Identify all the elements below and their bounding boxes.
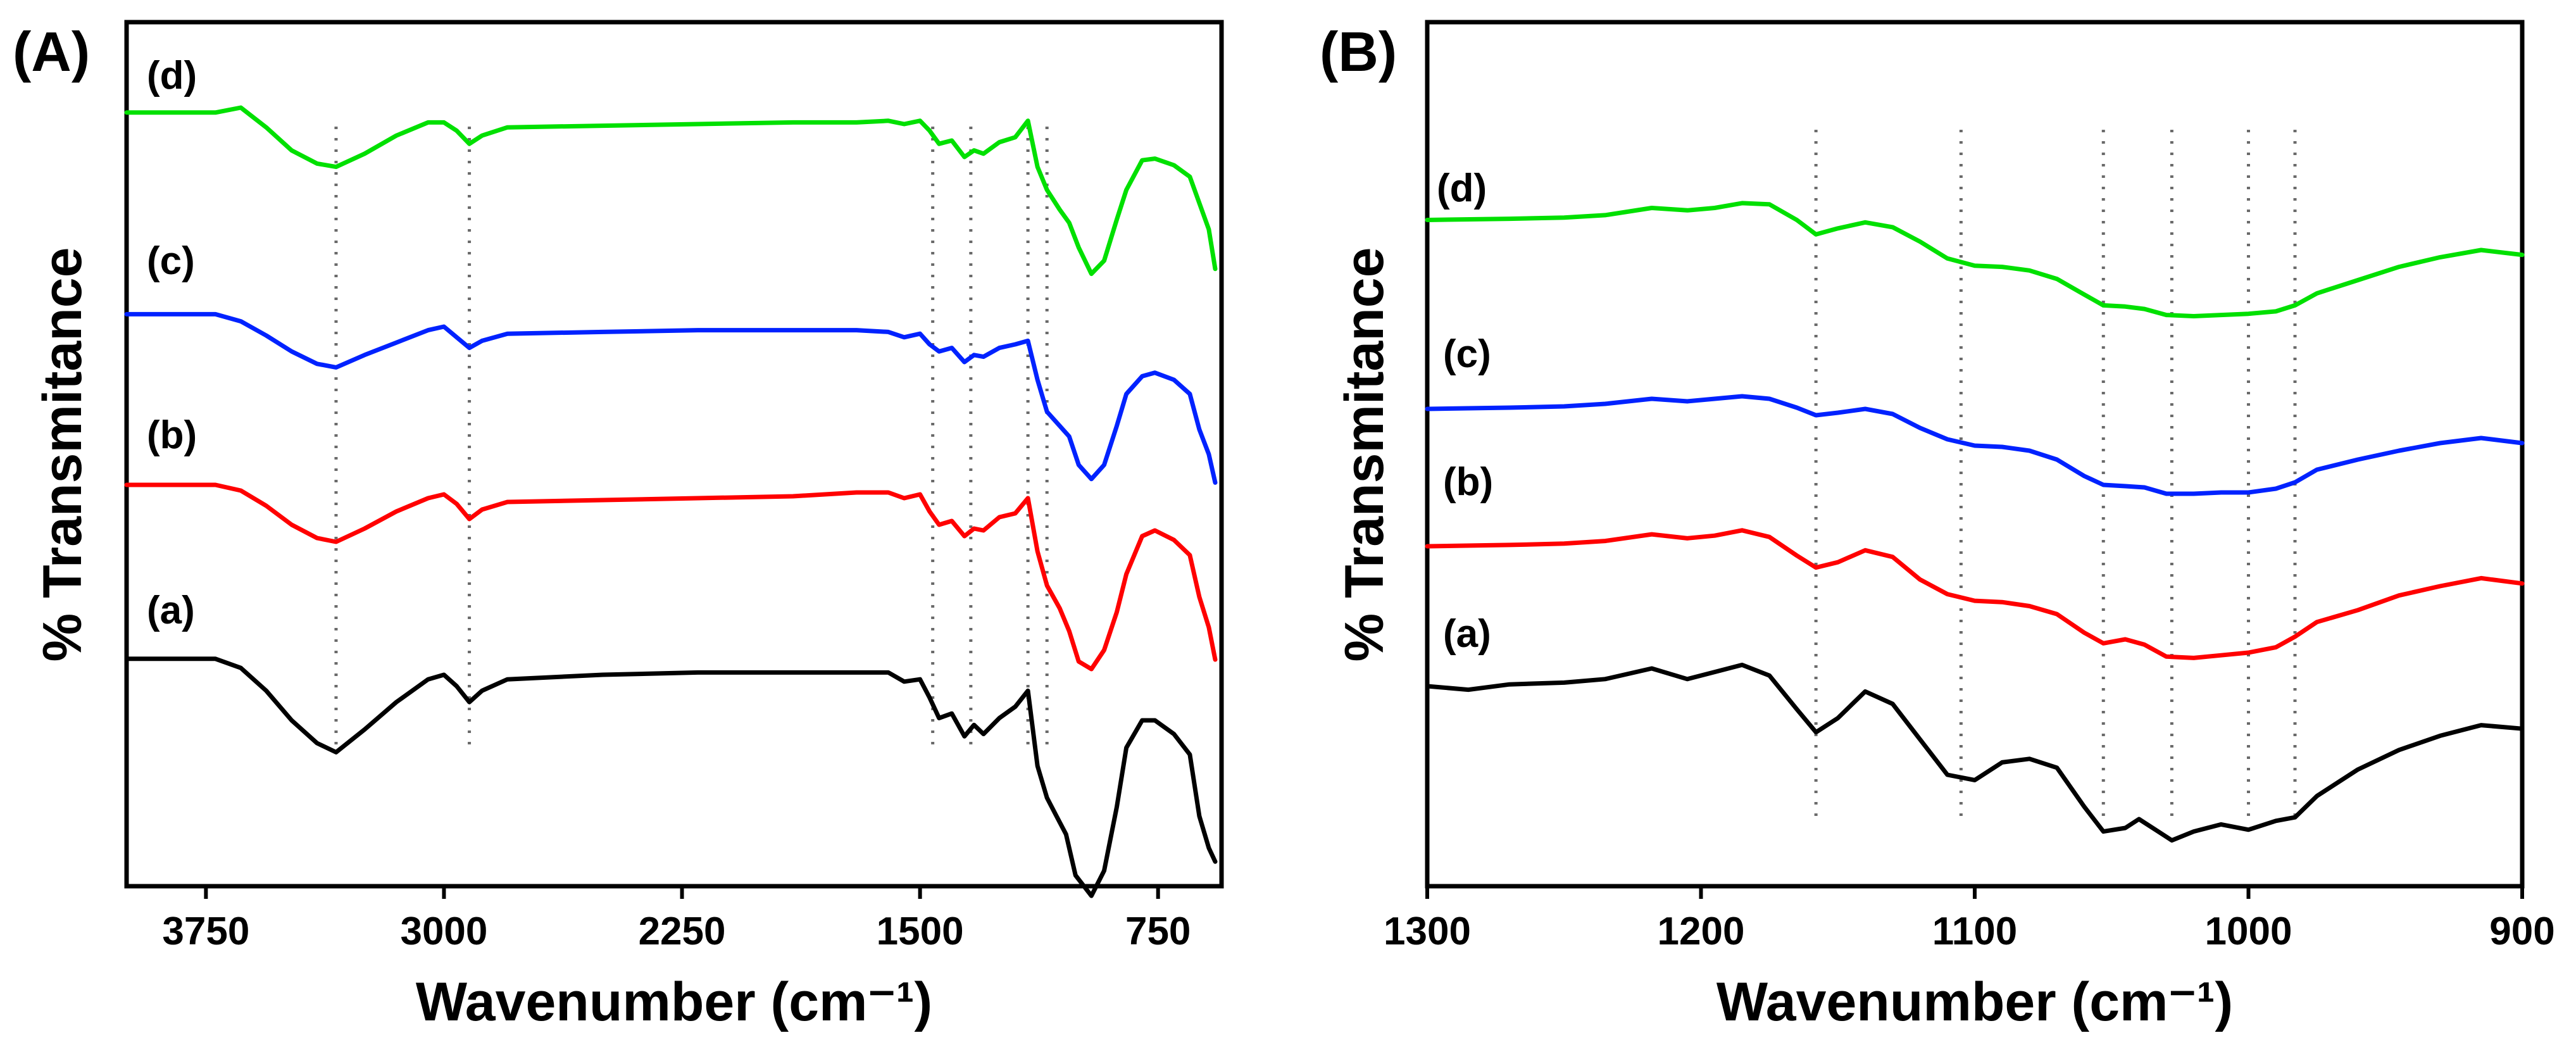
x-tick-label: 1200: [1658, 910, 1745, 953]
series-line: [1425, 528, 2525, 660]
series-layer: (d) (c) (b) (a): [1425, 166, 2525, 843]
x-axis-title: Wavenumber (cm⁻¹): [1716, 972, 2233, 1032]
x-tick-label: 1500: [877, 910, 964, 953]
x-tick-label: 3000: [400, 910, 487, 953]
series-line: [124, 311, 1218, 485]
series-label: (c): [147, 239, 195, 283]
x-tick-label: 1000: [2205, 910, 2292, 953]
series-line: [1425, 394, 2525, 496]
reference-lines: [1814, 130, 2297, 823]
x-axis-title: Wavenumber (cm⁻¹): [416, 972, 932, 1032]
series-line: [124, 482, 1218, 672]
series-label: (a): [147, 589, 195, 632]
series-line: [124, 656, 1218, 898]
x-tick-label: 2250: [639, 910, 726, 953]
x-tick-label: 1300: [1384, 910, 1471, 953]
series-label: (c): [1443, 332, 1491, 376]
series-label: (b): [1443, 460, 1493, 504]
x-ticks: 3750 3000 2250 1500 750: [162, 886, 1191, 953]
series-label: (a): [1443, 612, 1491, 656]
y-axis-title: % Transmitance: [32, 248, 93, 662]
panel-label: (B): [1320, 20, 1397, 83]
plot-frame: [1425, 20, 2525, 889]
x-tick-label: 900: [2489, 910, 2554, 953]
series-label: (b): [147, 413, 197, 457]
series-label: (d): [147, 54, 197, 97]
x-tick-label: 3750: [162, 910, 249, 953]
series-layer: (d) (c) (b) (a): [124, 54, 1218, 898]
y-axis-title: % Transmitance: [1334, 248, 1395, 662]
x-ticks: 1300 1200 1100 1000 900: [1384, 886, 2555, 953]
x-tick-label: 750: [1125, 910, 1191, 953]
series-label: (d): [1437, 166, 1487, 210]
series-line: [124, 105, 1218, 277]
reference-lines: [334, 127, 1049, 747]
series-line: [1425, 662, 2525, 843]
plot-frame: [124, 20, 1224, 889]
panel-b: (B) (d) (c) (b) (a) 1300 1200 1100 1000 900 Wav…: [1320, 20, 2555, 1032]
series-line: [1425, 201, 2525, 318]
panel-a: (A) (d) (c) (b) (a) 3750 3000 2250 1500 750 Wav…: [13, 20, 1224, 1032]
x-tick-label: 1100: [1932, 910, 2018, 953]
panel-label: (A): [13, 20, 90, 83]
